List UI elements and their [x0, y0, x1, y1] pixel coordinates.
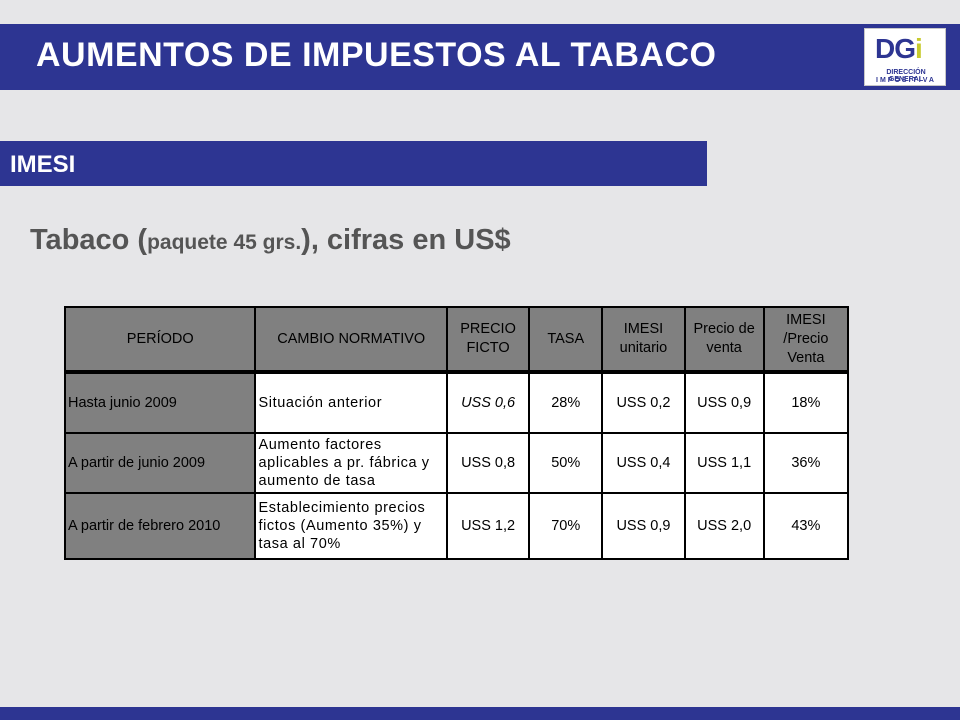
cell-precio-venta: USS 1,1 — [683, 432, 765, 494]
cell-periodo: Hasta junio 2009 — [63, 371, 257, 434]
cell-imesi-precio-venta: 36% — [762, 432, 850, 494]
cell-precio-ficto: USS 0,8 — [445, 432, 531, 494]
bottom-bar — [0, 707, 960, 720]
cell-imesi-precio-venta: 43% — [762, 492, 850, 560]
cell-precio-ficto: USS 0,6 — [445, 371, 531, 434]
cell-tasa: 50% — [528, 432, 604, 494]
section-label: IMESI — [10, 151, 76, 178]
cell-imesi-unitario: USS 0,4 — [601, 432, 686, 494]
logo-line-2: IMPOSITIVA — [876, 77, 936, 84]
cell-cambio-normativo: Situación anterior — [254, 371, 448, 434]
cell-cambio-normativo: Aumento factores aplicables a pr. fábric… — [254, 432, 448, 494]
cell-imesi-precio-venta: 18% — [762, 371, 850, 434]
header-cambio-normativo: CAMBIO NORMATIVO — [254, 306, 448, 374]
header-periodo: PERÍODO — [63, 306, 257, 374]
cell-tasa: 70% — [528, 492, 604, 560]
cell-cambio-normativo: Establecimiento precios fictos (Aumento … — [254, 492, 448, 560]
header-precio-ficto: PRECIO FICTO — [445, 306, 531, 374]
header-imesi-unitario: IMESI unitario — [601, 306, 686, 374]
table-row: Hasta junio 2009 Situación anterior USS … — [63, 371, 850, 434]
cell-imesi-unitario: USS 0,9 — [601, 492, 686, 560]
table-header-row: PERÍODO CAMBIO NORMATIVO PRECIO FICTO TA… — [63, 306, 850, 374]
cell-tasa: 28% — [528, 371, 604, 434]
cell-periodo: A partir de febrero 2010 — [63, 492, 257, 560]
section-bar: IMESI — [0, 141, 707, 186]
title-bar: AUMENTOS DE IMPUESTOS AL TABACO — [0, 24, 960, 90]
top-strip — [0, 0, 960, 24]
header-tasa: TASA — [528, 306, 604, 374]
table-row: A partir de junio 2009 Aumento factores … — [63, 432, 850, 494]
logo-mark: DGi — [875, 33, 923, 64]
table-subtitle: Tabaco (paquete 45 grs.), cifras en US$ — [30, 224, 511, 256]
cell-precio-ficto: USS 1,2 — [445, 492, 531, 560]
header-imesi-precio-venta: IMESI /Precio Venta — [762, 306, 850, 374]
cell-precio-venta: USS 0,9 — [683, 371, 765, 434]
page-title: AUMENTOS DE IMPUESTOS AL TABACO — [36, 36, 717, 74]
cell-precio-venta: USS 2,0 — [683, 492, 765, 560]
logo-line-1: DIRECCIÓN GENERAL — [886, 69, 926, 83]
table-row: A partir de febrero 2010 Establecimiento… — [63, 492, 850, 560]
cell-periodo: A partir de junio 2009 — [63, 432, 257, 494]
cell-imesi-unitario: USS 0,2 — [601, 371, 686, 434]
header-precio-venta: Precio de venta — [683, 306, 765, 374]
imesi-table: PERÍODO CAMBIO NORMATIVO PRECIO FICTO TA… — [63, 306, 850, 560]
dgi-logo: DGi DIRECCIÓN GENERAL IMPOSITIVA — [864, 28, 946, 86]
